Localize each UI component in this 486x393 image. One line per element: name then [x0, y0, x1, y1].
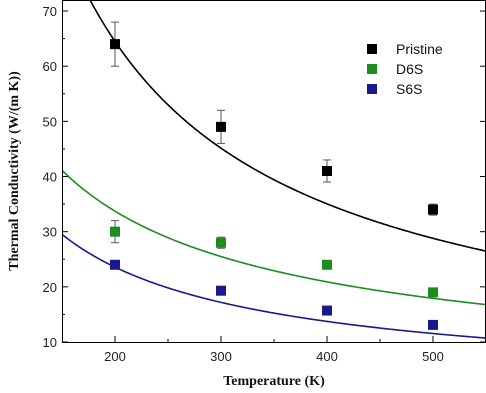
- y-tick-label: 30: [43, 225, 57, 240]
- data-point-pristine: [428, 204, 438, 215]
- data-point-s6s: [322, 305, 332, 316]
- legend-label-s6s: S6S: [396, 81, 422, 97]
- data-point-s6s: [216, 285, 226, 296]
- x-tick-label: 400: [316, 349, 338, 364]
- x-axis-title: Temperature (K): [223, 374, 325, 389]
- legend-marker-s6s: [367, 84, 377, 94]
- data-point-s6s: [428, 319, 438, 330]
- data-point-s6s: [110, 259, 120, 270]
- data-point-pristine: [322, 166, 332, 176]
- legend-label-d6s: D6S: [396, 61, 423, 77]
- fit-curve-s6s: [62, 233, 486, 339]
- legend-label-pristine: Pristine: [396, 41, 443, 57]
- fit-curves: [62, 0, 486, 339]
- legend-marker-pristine: [367, 44, 377, 54]
- data-points: [110, 21, 438, 330]
- data-point-pristine: [110, 39, 120, 50]
- y-tick-label: 20: [43, 280, 57, 295]
- x-tick-label: 300: [210, 349, 232, 364]
- data-point-pristine: [216, 121, 226, 132]
- y-tick-label: 70: [43, 4, 57, 19]
- y-tick-label: 50: [43, 114, 57, 129]
- y-tick-label: 10: [43, 335, 57, 350]
- data-point-d6s: [428, 287, 438, 298]
- legend: Pristine D6S S6S: [367, 41, 443, 97]
- axis-ticks: 200 300 400 500 10 20 30 40 50 60 70: [43, 4, 486, 364]
- y-tick-label: 40: [43, 170, 57, 185]
- data-point-d6s: [110, 226, 120, 237]
- y-tick-label: 60: [43, 59, 57, 74]
- x-tick-label: 500: [422, 349, 444, 364]
- legend-marker-d6s: [367, 64, 377, 74]
- x-tick-label: 200: [104, 349, 126, 364]
- fit-curve-pristine: [89, 0, 486, 252]
- y-axis-title: Thermal Conductivity (W/(m K)): [7, 71, 22, 271]
- data-point-d6s: [216, 237, 226, 248]
- fit-curve-d6s: [62, 169, 486, 306]
- data-point-d6s: [322, 259, 332, 270]
